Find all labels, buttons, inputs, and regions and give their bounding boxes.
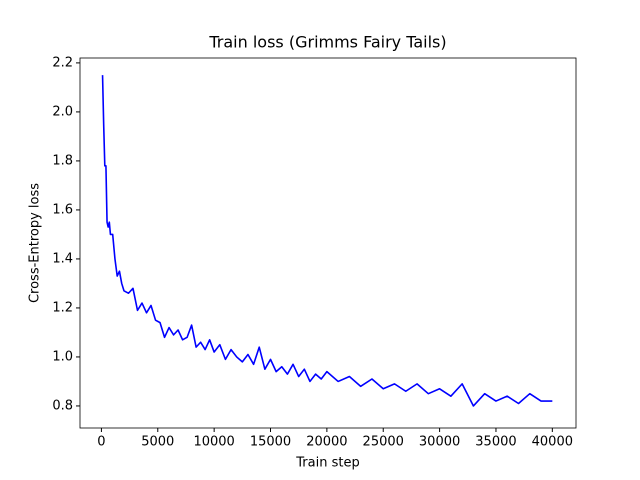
x-tick-label: 15000 — [250, 435, 291, 450]
x-tick-label: 20000 — [306, 435, 347, 450]
plot-frame — [79, 57, 577, 429]
y-tick-label: 2.0 — [52, 104, 73, 119]
x-axis-label: Train step — [295, 456, 359, 471]
x-tick-label: 5000 — [141, 435, 174, 450]
y-tick-label: 1.8 — [52, 153, 73, 168]
y-axis-label: Cross-Entropy loss — [28, 183, 43, 303]
loss-line — [101, 75, 553, 407]
x-tick-label: 40000 — [532, 435, 573, 450]
y-tick-label: 2.2 — [52, 55, 73, 70]
y-tick-label: 1.2 — [52, 300, 73, 315]
x-tick-label: 10000 — [193, 435, 234, 450]
y-tick-label: 0.8 — [52, 398, 73, 413]
y-tick-label: 1.6 — [52, 202, 73, 217]
x-tick-label: 35000 — [475, 435, 516, 450]
x-tick-label: 25000 — [363, 435, 404, 450]
y-tick-label: 1.0 — [52, 349, 73, 364]
y-tick-label: 1.4 — [52, 251, 73, 266]
x-tick-label: 30000 — [419, 435, 460, 450]
chart-title: Train loss (Grimms Fairy Tails) — [208, 33, 446, 52]
x-tick-label: 0 — [97, 435, 105, 450]
